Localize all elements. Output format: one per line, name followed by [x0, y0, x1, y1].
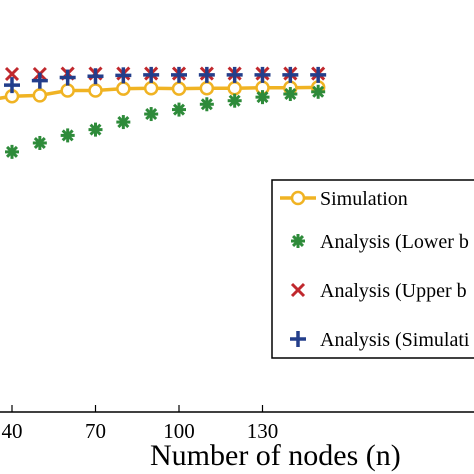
data-point-lower-130 [255, 90, 270, 105]
x-tick-label-40: 40 [2, 419, 23, 443]
series-upper [4, 66, 326, 82]
data-point-lower-110 [199, 97, 214, 112]
legend-label-upper-bound: Analysis (Upper b [320, 280, 467, 302]
data-point-lower-60 [60, 128, 75, 143]
legend-entry-upper-bound: Analysis (Upper b [290, 280, 467, 302]
legend-marker-simulation-analysis [290, 331, 306, 347]
legend-symbol-simulation [290, 190, 306, 206]
data-point-simulation-60 [60, 83, 75, 98]
data-point-lower-40 [5, 144, 19, 159]
data-point-sim_analysis-50 [31, 72, 48, 89]
legend-entry-simulation: Simulation [280, 188, 408, 210]
legend-marker-simulation [280, 190, 316, 206]
data-point-sim_analysis-60 [59, 69, 76, 86]
legend-entry-simulation-analysis: Analysis (Simulati [290, 329, 470, 351]
data-point-lower-50 [32, 135, 47, 150]
x-tick-label-130: 130 [247, 419, 279, 443]
legend: Simulation Analysis (Lower b Analysis (U… [271, 179, 474, 359]
series-simulation [0, 80, 326, 104]
data-point-sim_analysis-80 [115, 67, 132, 84]
x-axis-tick-labels: 40 70 100 130 [2, 419, 279, 443]
legend-label-simulation: Simulation [320, 188, 408, 210]
data-point-lower-120 [227, 93, 242, 108]
legend-label-lower-bound: Analysis (Lower b [320, 231, 469, 253]
data-point-simulation-110 [199, 80, 215, 96]
legend-symbol-upper [290, 282, 306, 298]
series-sim_analysis [4, 66, 327, 94]
data-point-simulation-100 [171, 81, 187, 96]
legend-marker-upper-bound [290, 282, 306, 298]
data-point-sim_analysis-120 [226, 66, 243, 83]
x-axis-label: Number of nodes (n) [150, 439, 401, 472]
data-point-sim_analysis-150 [310, 66, 327, 83]
legend-symbol-sim_analysis [290, 331, 306, 347]
data-point-lower-140 [283, 87, 298, 102]
data-point-lower-100 [172, 102, 186, 117]
series-line-simulation [0, 85, 319, 100]
data-point-upper-40 [4, 66, 20, 82]
legend-symbol-lower [291, 234, 305, 248]
series-lower [5, 84, 326, 159]
data-point-simulation-80 [116, 81, 131, 96]
legend-label-simulation-analysis: Analysis (Simulati [320, 329, 470, 351]
data-point-lower-70 [88, 122, 103, 137]
data-point-lower-90 [144, 107, 159, 122]
data-point-sim_analysis-100 [171, 66, 187, 83]
data-point-simulation-90 [143, 80, 159, 96]
data-point-lower-150 [311, 84, 326, 99]
data-point-simulation-70 [88, 83, 103, 98]
legend-marker-lower-bound [291, 234, 305, 248]
x-tick-label-70: 70 [85, 419, 106, 443]
data-point-sim_analysis-40 [4, 77, 20, 94]
legend-entry-lower-bound: Analysis (Lower b [291, 231, 469, 253]
data-point-lower-80 [116, 115, 131, 130]
data-point-simulation-50 [32, 88, 48, 103]
data-point-sim_analysis-70 [87, 68, 104, 85]
series-layer [0, 66, 327, 159]
x-tick-label-100: 100 [163, 419, 195, 443]
data-point-simulation-120 [227, 80, 242, 96]
data-point-sim_analysis-110 [198, 66, 215, 83]
legend-box [271, 179, 474, 359]
data-point-sim_analysis-90 [143, 66, 160, 83]
x-axis-ticks [11, 405, 264, 412]
data-point-sim_analysis-140 [282, 66, 299, 83]
data-point-sim_analysis-130 [254, 66, 271, 83]
